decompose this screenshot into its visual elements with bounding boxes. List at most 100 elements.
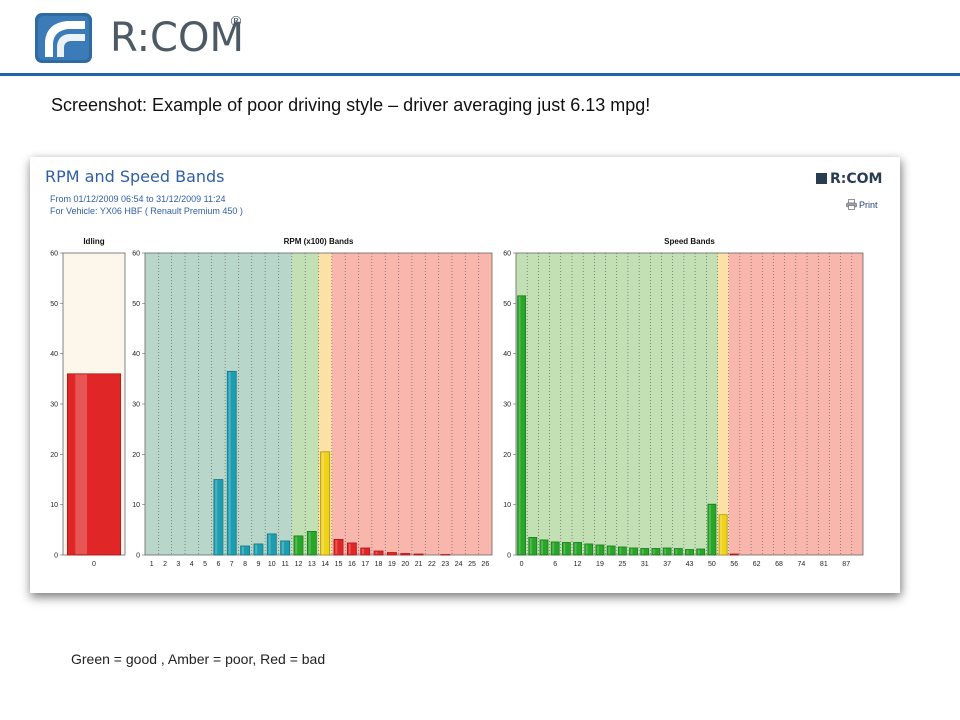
x-tick-label: 10 xyxy=(268,561,276,568)
bar- xyxy=(606,545,616,556)
bar-highlight xyxy=(608,546,611,555)
y-tick-label: 10 xyxy=(503,502,511,509)
report-date-range: From 01/12/2009 06:54 to 31/12/2009 11:2… xyxy=(50,194,226,204)
x-tick-label: 5 xyxy=(203,561,207,568)
y-tick-label: 0 xyxy=(136,553,140,560)
printer-icon xyxy=(846,199,857,210)
bar-12 xyxy=(573,542,582,556)
y-tick-label: 0 xyxy=(507,553,511,560)
bar-highlight xyxy=(281,541,284,555)
bar-25 xyxy=(617,546,627,556)
bar-highlight xyxy=(552,542,555,555)
bar-7 xyxy=(226,370,237,556)
x-tick-label: 11 xyxy=(281,561,288,568)
bar-31 xyxy=(640,548,650,556)
bar- xyxy=(528,537,538,556)
x-tick-label: 68 xyxy=(775,561,783,568)
bar-9 xyxy=(253,543,264,556)
bar-37 xyxy=(662,547,672,556)
y-tick-label: 20 xyxy=(50,452,58,459)
y-tick-label: 50 xyxy=(503,301,511,308)
chart-2: Speed Bands 0 10 20 30 40 50 60 0 6 12 19 25 31 37 43 50… xyxy=(503,237,864,568)
bar-11 xyxy=(280,540,291,556)
x-tick-label: 3 xyxy=(176,561,180,568)
bar-highlight xyxy=(563,543,566,555)
print-button[interactable]: Print xyxy=(846,199,878,210)
bar- xyxy=(561,542,571,556)
bar-12 xyxy=(293,535,304,556)
bar-6 xyxy=(550,541,560,556)
x-tick-label: 14 xyxy=(321,561,329,568)
bar-20 xyxy=(400,553,411,556)
bar-highlight xyxy=(228,371,231,555)
bar-highlight xyxy=(529,538,532,555)
bar- xyxy=(629,547,638,556)
x-tick-label: 1 xyxy=(150,561,154,568)
x-tick-label: 22 xyxy=(428,561,436,568)
x-tick-label: 6 xyxy=(216,561,220,568)
x-tick-label: 37 xyxy=(663,561,671,568)
bar-15 xyxy=(333,539,344,556)
bar-highlight xyxy=(574,543,577,555)
y-tick-label: 60 xyxy=(132,251,140,258)
bar- xyxy=(673,548,683,556)
bar-0 xyxy=(66,373,122,556)
x-tick-label: 56 xyxy=(730,561,738,568)
bar-6 xyxy=(213,479,224,556)
bar-17 xyxy=(360,547,371,556)
bar-highlight xyxy=(375,551,378,555)
bar-highlight xyxy=(585,544,588,555)
x-tick-label: 26 xyxy=(481,561,489,568)
x-tick-label: 74 xyxy=(798,561,806,568)
bar-highlight xyxy=(709,504,711,555)
y-tick-label: 40 xyxy=(503,351,511,358)
screenshot-caption: Screenshot: Example of poor driving styl… xyxy=(51,95,651,115)
bar-highlight xyxy=(664,548,667,555)
bar-highlight xyxy=(348,543,351,555)
bar-highlight xyxy=(335,540,338,555)
bar-highlight xyxy=(321,452,324,555)
print-label: Print xyxy=(859,200,878,210)
bar-56 xyxy=(729,553,739,556)
chart-title: RPM (x100) Bands xyxy=(284,237,354,246)
y-tick-label: 20 xyxy=(132,452,140,459)
chart-0: Idling 0 10 20 30 40 50 60 0 xyxy=(50,237,126,568)
bar-highlight xyxy=(619,547,622,555)
rcom-small-logo-icon xyxy=(816,173,827,184)
panel-logo: R:COM xyxy=(816,171,883,187)
y-tick-label: 30 xyxy=(50,402,58,409)
rcom-logo-text: R:COM xyxy=(110,15,244,61)
x-tick-label: 31 xyxy=(641,561,649,568)
bar-16 xyxy=(346,542,357,556)
bar-highlight xyxy=(75,374,88,555)
bar-highlight xyxy=(675,549,678,555)
bar-highlight xyxy=(215,480,218,555)
y-tick-label: 50 xyxy=(50,301,58,308)
y-tick-label: 10 xyxy=(132,502,140,509)
x-tick-label: 0 xyxy=(92,561,96,568)
y-tick-label: 30 xyxy=(132,402,140,409)
bar-highlight xyxy=(518,296,521,555)
y-tick-label: 50 xyxy=(132,301,140,308)
x-tick-label: 19 xyxy=(388,561,396,568)
bar-highlight xyxy=(597,545,599,555)
bar-43 xyxy=(685,549,694,556)
bar- xyxy=(539,539,549,556)
x-tick-label: 6 xyxy=(553,561,557,568)
x-tick-label: 0 xyxy=(520,561,524,568)
x-tick-label: 13 xyxy=(308,561,316,568)
bar-highlight xyxy=(541,540,543,555)
x-tick-label: 25 xyxy=(468,561,476,568)
x-tick-label: 16 xyxy=(348,561,356,568)
header-divider xyxy=(0,73,960,76)
report-vehicle: For Vehicle: YX06 HBF ( Renault Premium … xyxy=(50,206,243,216)
x-tick-label: 19 xyxy=(596,561,604,568)
bar-highlight xyxy=(686,550,689,555)
report-title: RPM and Speed Bands xyxy=(45,167,225,186)
x-tick-label: 24 xyxy=(455,561,463,568)
bar-19 xyxy=(595,544,605,556)
band-zone-amber xyxy=(717,253,729,555)
x-tick-label: 23 xyxy=(441,561,449,568)
